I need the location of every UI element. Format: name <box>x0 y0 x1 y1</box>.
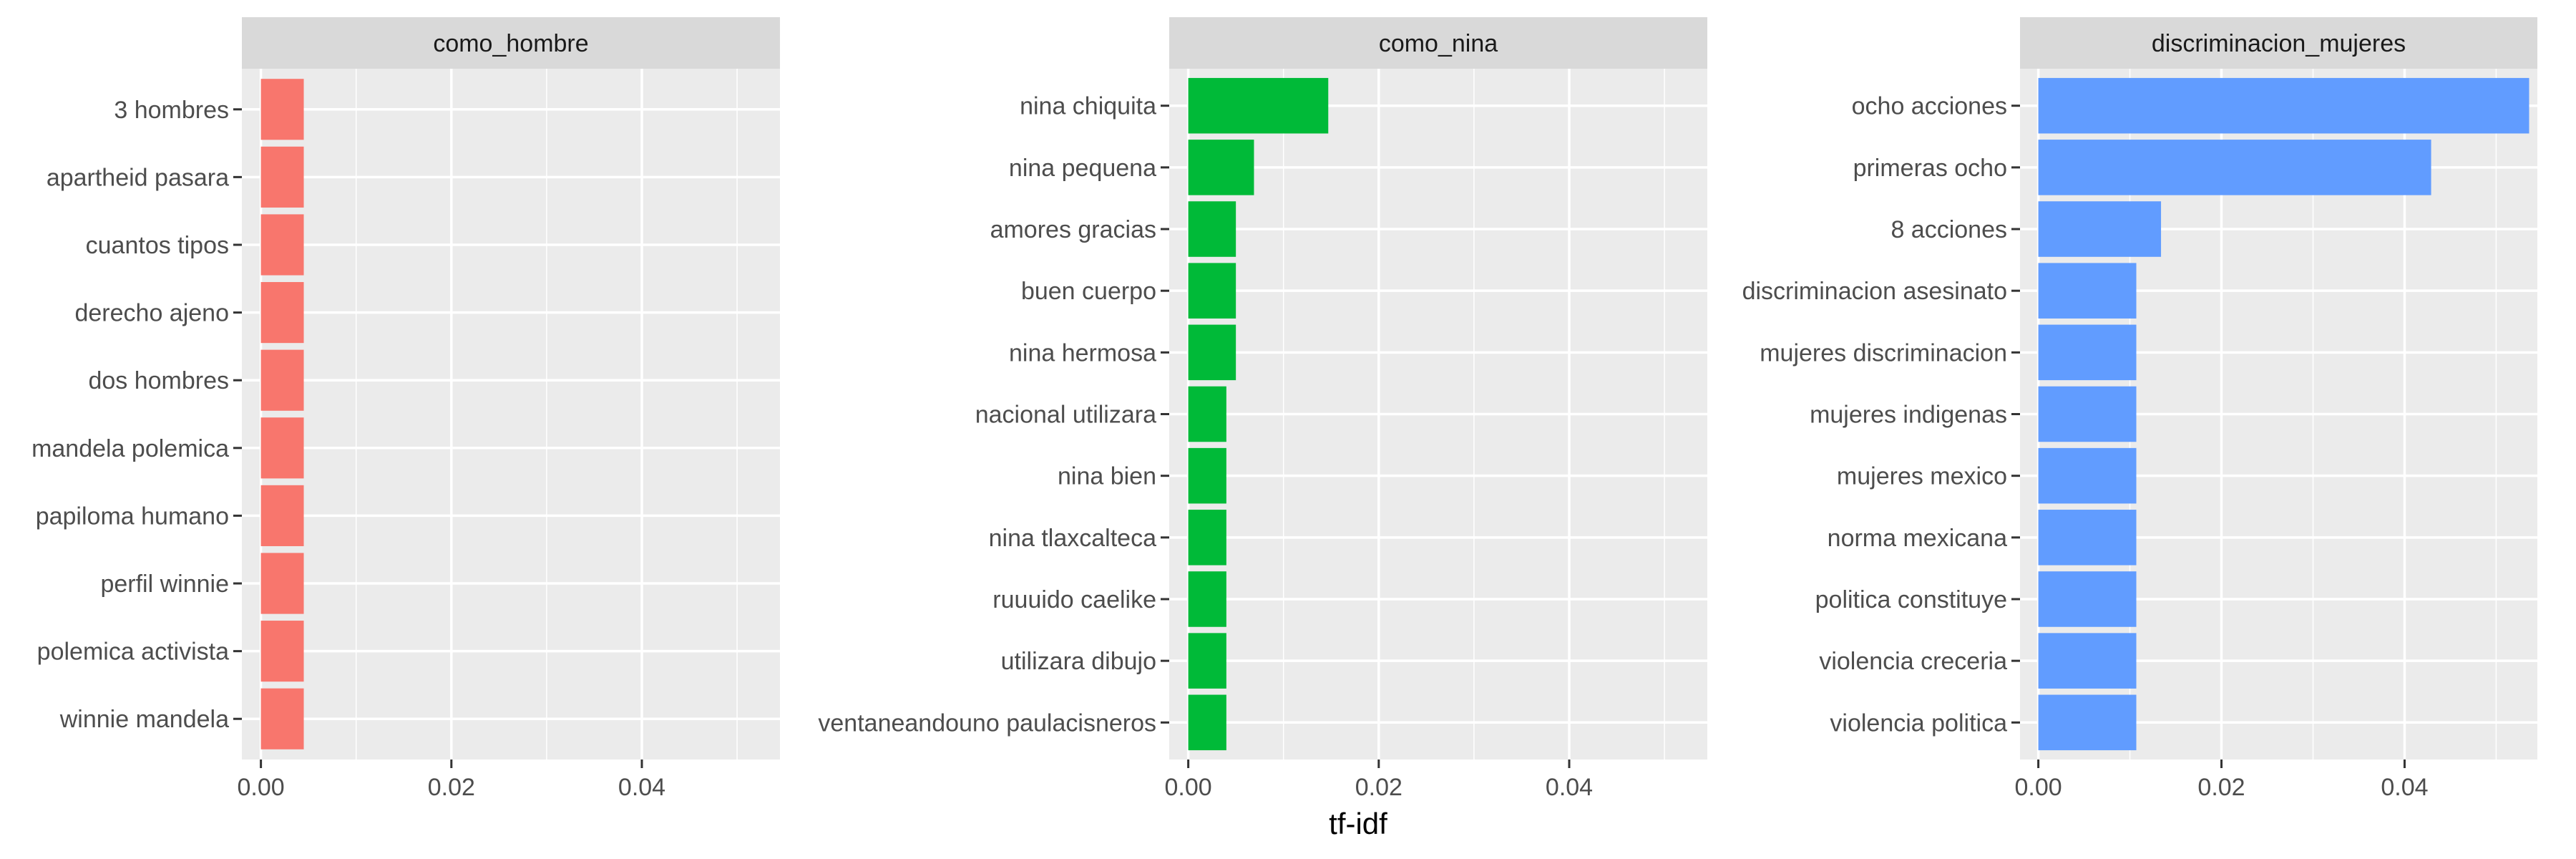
x-tick-label: 0.04 <box>2381 774 2428 801</box>
category-label: nina tlaxcalteca <box>989 525 1156 552</box>
category-label: 3 hombres <box>114 97 229 124</box>
bar <box>1188 571 1226 627</box>
bar <box>1188 201 1236 257</box>
x-axis-title: tf-idf <box>1329 807 1387 840</box>
category-label: amores gracias <box>990 216 1156 243</box>
category-label: apartheid pasara <box>47 164 229 191</box>
x-tick-label: 0.00 <box>2014 774 2062 801</box>
category-label: mujeres mexico <box>1837 463 2007 490</box>
facet-title: discriminacion_mujeres <box>2152 30 2406 57</box>
bar <box>260 214 304 276</box>
facet-strip <box>2020 17 2537 69</box>
x-tick-label: 0.00 <box>238 774 285 801</box>
bar <box>2038 510 2137 566</box>
facet-title: como_hombre <box>433 30 588 57</box>
x-tick-label: 0.02 <box>428 774 475 801</box>
category-label: nacional utilizara <box>975 402 1156 429</box>
category-label: winnie mandela <box>59 706 229 733</box>
bar <box>260 417 304 479</box>
bar <box>2038 77 2529 134</box>
category-label: polemica activista <box>37 639 229 666</box>
bar <box>2038 694 2137 751</box>
facet-panel-1: como_hombre 3 hombres apartheid pasara cuan… <box>31 17 780 801</box>
facet-panels: como_hombre 3 hombres apartheid pasara cuan… <box>31 17 2537 801</box>
plot-background <box>242 69 780 759</box>
category-label: nina bien <box>1058 463 1156 490</box>
category-label: cuantos tipos <box>86 232 229 259</box>
bar <box>260 688 304 749</box>
category-label: 8 acciones <box>1890 216 2007 243</box>
bar <box>2038 633 2137 689</box>
bar <box>1188 263 1236 319</box>
category-label: violencia politica <box>1830 709 2007 737</box>
category-label: discriminacion asesinato <box>1742 278 2007 305</box>
category-label: derecho ajeno <box>74 300 229 327</box>
bar <box>260 349 304 411</box>
bar <box>1188 324 1236 381</box>
bar <box>2038 201 2162 257</box>
facet-strip <box>1169 17 1707 69</box>
bar <box>2038 386 2137 442</box>
bar <box>260 79 304 140</box>
bar <box>1188 77 1329 134</box>
bar <box>260 621 304 682</box>
category-label: nina chiquita <box>1020 93 1156 120</box>
bar <box>260 553 304 614</box>
category-label: norma mexicana <box>1828 525 2007 552</box>
category-label: buen cuerpo <box>1021 278 1156 305</box>
bar <box>2038 571 2137 627</box>
bar <box>1188 386 1226 442</box>
category-label: primeras ocho <box>1853 155 2007 182</box>
x-tick-label: 0.00 <box>1165 774 1212 801</box>
category-label: perfil winnie <box>100 571 229 598</box>
bar <box>1188 510 1226 566</box>
bar <box>2038 263 2137 319</box>
x-tick-label: 0.02 <box>1355 774 1402 801</box>
bar <box>2038 324 2137 381</box>
x-tick-label: 0.04 <box>618 774 665 801</box>
bar <box>260 282 304 344</box>
bar <box>1188 694 1226 751</box>
facet-title: como_nina <box>1379 30 1498 57</box>
category-label: nina hermosa <box>1009 339 1156 367</box>
x-tick-label: 0.04 <box>1546 774 1593 801</box>
bar <box>1188 633 1226 689</box>
category-label: ocho acciones <box>1852 93 2007 120</box>
bar <box>2038 447 2137 504</box>
category-label: nina pequena <box>1009 155 1156 182</box>
category-label: mandela polemica <box>31 435 229 462</box>
bar <box>260 485 304 546</box>
category-label: papiloma humano <box>36 503 229 530</box>
x-tick-label: 0.02 <box>2197 774 2245 801</box>
category-label: mujeres indigenas <box>1810 402 2007 429</box>
category-label: utilizara dibujo <box>1001 648 1156 675</box>
category-label: violencia creceria <box>1819 648 2007 675</box>
category-label: dos hombres <box>88 367 229 394</box>
bar <box>260 146 304 208</box>
bar <box>2038 140 2431 195</box>
category-label: ruuuido caelike <box>992 586 1156 613</box>
bar <box>1188 447 1226 504</box>
category-label: politica constituye <box>1815 586 2007 613</box>
bar <box>1188 140 1254 195</box>
category-label: ventaneandouno paulacisneros <box>818 709 1156 737</box>
facet-strip <box>242 17 780 69</box>
category-label: mujeres discriminacion <box>1760 339 2007 367</box>
